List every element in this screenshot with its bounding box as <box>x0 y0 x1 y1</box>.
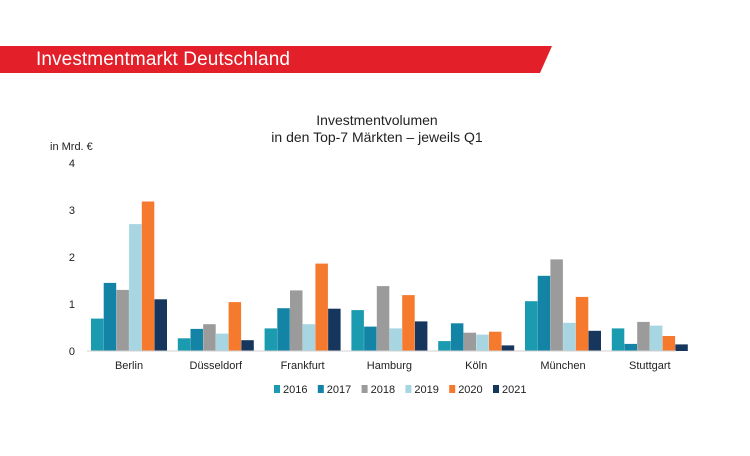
bar-2018-Stuttgart <box>637 321 650 351</box>
bar-2016-München <box>525 301 538 351</box>
bar-2019-Köln <box>476 334 489 351</box>
x-category-label: Düsseldorf <box>190 360 244 372</box>
bar-2020-Frankfurt <box>315 263 328 351</box>
x-category-label: Hamburg <box>367 360 412 372</box>
bar-2017-Berlin <box>103 282 117 351</box>
legend-label: 2021 <box>502 384 526 396</box>
bar-2018-Hamburg <box>376 286 390 351</box>
bar-2016-Stuttgart <box>611 328 625 351</box>
page-title: Investmentmarkt Deutschland <box>36 49 291 70</box>
chart-subtitle: in den Top-7 Märkten – jeweils Q1 <box>271 129 483 145</box>
chart-title: Investmentvolumen <box>316 112 437 128</box>
legend-label: 2018 <box>371 384 395 396</box>
bar-2016-Berlin <box>91 318 104 351</box>
legend-swatch <box>361 385 368 393</box>
bar-2020-Stuttgart <box>662 336 676 351</box>
legend-swatch <box>493 385 499 393</box>
x-category-label: Stuttgart <box>629 360 671 372</box>
legend-label: 2020 <box>458 384 482 396</box>
bar-2016-Düsseldorf <box>177 338 191 351</box>
bar-2019-Frankfurt <box>302 324 316 351</box>
bar-2021-Köln <box>501 345 515 351</box>
bar-2017-Köln <box>450 323 464 351</box>
bar-2016-Frankfurt <box>264 328 278 351</box>
bar-2016-Hamburg <box>351 310 364 351</box>
bar-2020-München <box>575 296 589 351</box>
bar-2019-Berlin <box>129 224 142 351</box>
bar-2021-München <box>588 330 601 351</box>
legend-label: 2016 <box>283 384 307 396</box>
y-tick-label: 1 <box>69 299 75 311</box>
bar-2019-Stuttgart <box>649 325 663 351</box>
y-tick-label: 2 <box>69 252 75 264</box>
bar-2017-Frankfurt <box>277 308 290 351</box>
header-banner <box>0 46 552 73</box>
legend-swatch <box>317 385 324 393</box>
y-tick-label: 4 <box>69 158 75 170</box>
bar-2021-Berlin <box>154 299 167 351</box>
x-category-label: Berlin <box>115 360 143 372</box>
legend-swatch <box>405 385 412 393</box>
bar-2020-Hamburg <box>402 295 415 351</box>
legend-label: 2019 <box>414 384 438 396</box>
bar-2018-Düsseldorf <box>203 324 216 351</box>
bar-2019-München <box>563 322 576 351</box>
x-category-label: München <box>540 360 585 372</box>
bar-2020-Düsseldorf <box>228 302 242 351</box>
bar-2017-München <box>537 275 551 351</box>
bar-2017-Stuttgart <box>624 343 637 351</box>
y-tick-label: 3 <box>69 205 75 217</box>
bar-2021-Hamburg <box>414 321 428 351</box>
legend-swatch <box>274 385 280 393</box>
y-axis-label: in Mrd. € <box>50 141 93 153</box>
legend-label: 2017 <box>327 384 351 396</box>
bar-2018-Berlin <box>116 289 129 351</box>
bar-2020-Berlin <box>141 201 155 351</box>
bar-2018-Frankfurt <box>290 290 303 351</box>
x-category-label: Köln <box>465 360 487 372</box>
bar-2021-Frankfurt <box>328 308 341 351</box>
legend-swatch <box>449 385 456 393</box>
bar-2017-Düsseldorf <box>190 328 203 351</box>
bar-2021-Stuttgart <box>675 344 688 351</box>
bar-2019-Düsseldorf <box>215 333 229 351</box>
x-category-label: Frankfurt <box>281 360 325 372</box>
bar-2018-Köln <box>463 332 477 351</box>
bar-2020-Köln <box>489 331 502 351</box>
y-tick-label: 0 <box>69 346 75 358</box>
bar-2017-Hamburg <box>364 326 377 351</box>
bar-2019-Hamburg <box>389 328 402 351</box>
bar-2016-Köln <box>438 341 451 351</box>
bar-2018-München <box>550 259 563 351</box>
bar-2021-Düsseldorf <box>241 340 254 351</box>
